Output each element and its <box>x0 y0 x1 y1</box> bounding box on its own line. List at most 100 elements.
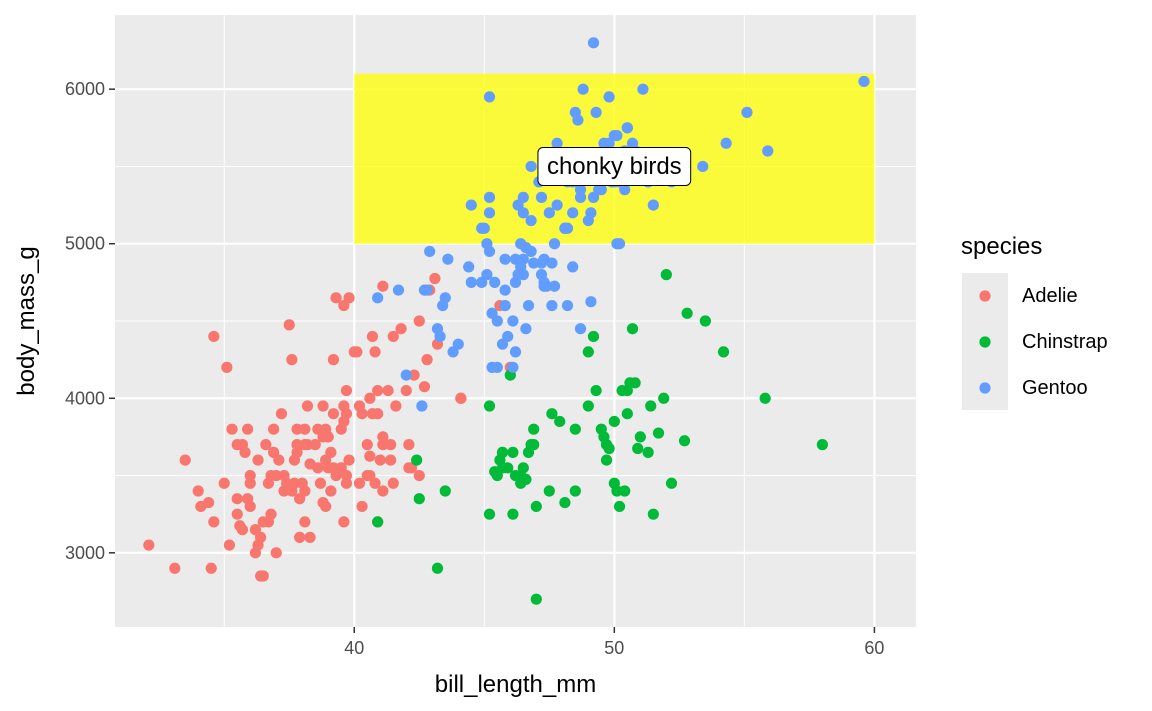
point-chinstrap <box>717 346 730 358</box>
point-adelie <box>291 423 303 435</box>
point-chinstrap <box>660 269 672 281</box>
point-gentoo <box>509 346 522 358</box>
point-gentoo <box>502 330 514 343</box>
point-gentoo <box>551 137 563 149</box>
point-chinstrap <box>816 439 828 451</box>
point-adelie <box>169 562 181 574</box>
y-axis-ticks: 3000 4000 5000 6000 <box>65 79 115 563</box>
point-adelie <box>143 539 155 551</box>
point-gentoo <box>720 137 732 149</box>
point-adelie <box>340 469 353 482</box>
point-adelie <box>338 516 350 528</box>
point-gentoo <box>621 122 633 134</box>
point-adelie <box>369 477 381 489</box>
point-gentoo <box>548 280 561 292</box>
point-chinstrap <box>569 423 581 435</box>
point-gentoo <box>561 299 574 312</box>
point-chinstrap <box>559 496 571 509</box>
point-adelie <box>244 477 256 489</box>
point-adelie <box>361 439 373 451</box>
legend-items: Adelie Chinstrap Gentoo <box>979 285 1108 399</box>
point-chinstrap <box>411 454 423 466</box>
point-adelie <box>340 384 353 397</box>
point-adelie <box>255 531 267 543</box>
point-chinstrap <box>632 442 644 455</box>
point-gentoo <box>626 137 639 149</box>
point-gentoo <box>535 191 548 203</box>
point-adelie <box>195 500 207 513</box>
point-adelie <box>421 354 433 366</box>
point-adelie <box>455 392 467 404</box>
point-gentoo <box>567 261 579 273</box>
point-adelie <box>260 439 272 451</box>
point-gentoo <box>439 292 451 304</box>
point-adelie <box>338 400 350 412</box>
annotation-label: chonky birds <box>537 146 692 186</box>
point-adelie <box>348 346 360 358</box>
point-adelie <box>283 319 295 331</box>
point-gentoo <box>574 191 587 203</box>
point-chinstrap <box>546 408 558 420</box>
point-adelie <box>299 516 311 528</box>
point-chinstrap <box>530 593 542 605</box>
point-adelie <box>413 315 425 327</box>
legend-label-chinstrap: Chinstrap <box>1022 331 1108 353</box>
x-tick-label: 60 <box>864 638 884 658</box>
legend: species Adelie Chinstrap Gentoo <box>961 233 1108 410</box>
point-chinstrap <box>759 392 771 404</box>
point-gentoo <box>637 83 649 95</box>
point-gentoo <box>507 315 519 327</box>
point-adelie <box>408 369 420 381</box>
point-adelie <box>385 439 397 451</box>
point-chinstrap <box>626 323 639 335</box>
y-tick-label: 4000 <box>65 388 105 408</box>
point-adelie <box>304 531 316 543</box>
point-adelie <box>327 462 340 474</box>
point-gentoo <box>525 214 537 227</box>
point-adelie <box>390 400 402 412</box>
point-adelie <box>320 500 332 513</box>
legend-label-gentoo: Gentoo <box>1022 377 1088 399</box>
x-axis-title: bill_length_mm <box>435 671 596 698</box>
point-adelie <box>343 292 355 304</box>
point-gentoo <box>486 307 498 319</box>
point-adelie <box>249 547 262 559</box>
point-chinstrap <box>665 477 678 489</box>
point-gentoo <box>567 207 579 219</box>
point-adelie <box>356 500 368 513</box>
point-chinstrap <box>621 408 633 420</box>
point-chinstrap <box>554 415 566 428</box>
point-chinstrap <box>652 427 665 439</box>
point-gentoo <box>434 330 446 343</box>
legend-key-gentoo <box>979 382 991 394</box>
point-adelie <box>366 330 379 343</box>
point-adelie <box>364 392 376 404</box>
point-adelie <box>385 454 397 466</box>
point-adelie <box>268 446 280 458</box>
point-adelie <box>400 384 412 397</box>
point-chinstrap <box>569 485 581 497</box>
point-adelie <box>340 477 353 489</box>
point-chinstrap <box>647 508 659 520</box>
point-adelie <box>327 408 340 420</box>
point-adelie <box>242 493 254 505</box>
annotation-text: chonky birds <box>547 153 682 180</box>
point-gentoo <box>741 106 753 118</box>
point-adelie <box>231 493 243 505</box>
point-gentoo <box>697 160 709 173</box>
point-adelie <box>429 272 441 285</box>
point-adelie <box>270 547 282 559</box>
point-chinstrap <box>658 392 670 404</box>
point-adelie <box>317 400 329 412</box>
point-adelie <box>231 439 243 451</box>
point-gentoo <box>463 261 475 273</box>
point-adelie <box>299 423 311 435</box>
legend-key-chinstrap <box>979 336 991 348</box>
point-adelie <box>353 477 366 489</box>
point-gentoo <box>489 276 501 288</box>
point-gentoo <box>517 269 529 281</box>
point-chinstrap <box>678 435 691 447</box>
point-adelie <box>242 423 254 435</box>
point-adelie <box>418 381 431 393</box>
